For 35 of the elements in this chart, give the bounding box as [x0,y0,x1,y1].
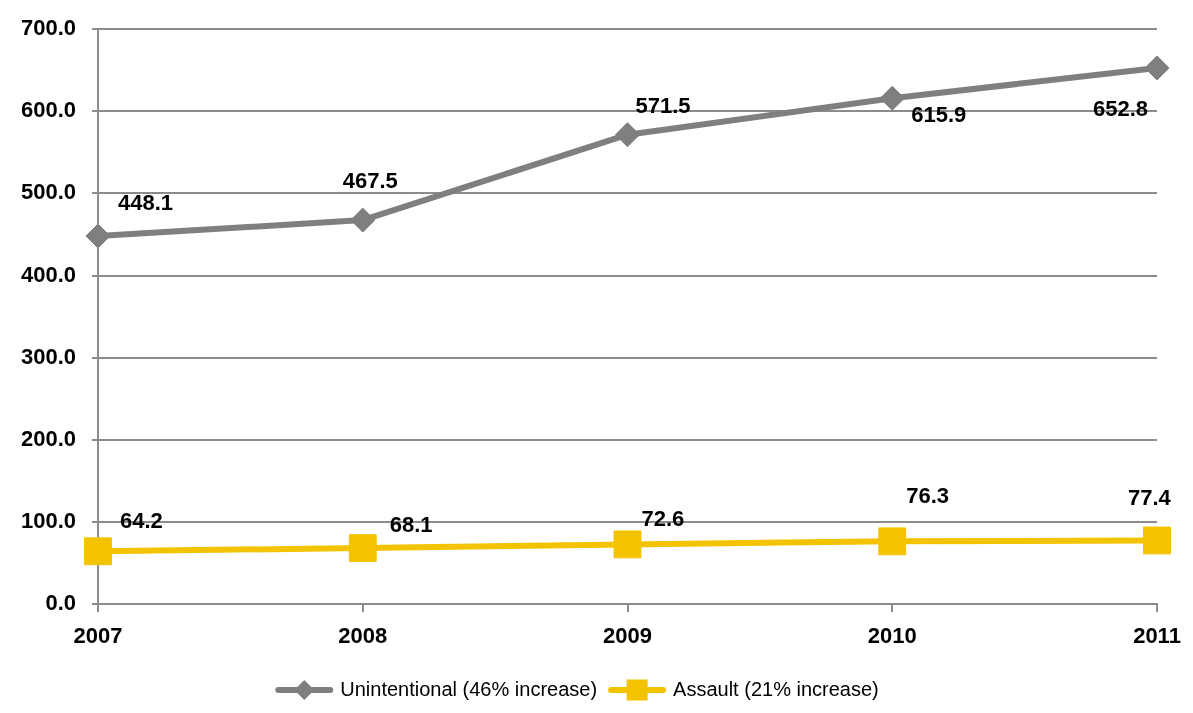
y-tick-label: 600.0 [20,97,76,123]
data-label: 76.3 [906,483,950,509]
point [84,537,112,566]
data-label: 652.8 [1093,96,1149,122]
x-tick-label: 2007 [73,623,123,649]
legend-label: Assault (21% increase) [673,677,879,700]
point [1143,526,1171,555]
data-label: 448.1 [118,190,174,216]
point [350,207,376,233]
x-tick-label: 2011 [1133,623,1181,649]
data-label: 77.4 [1128,484,1172,510]
y-tick-label: 400.0 [20,261,76,287]
y-tick-label: 500.0 [20,179,76,205]
y-tick-label: 100.0 [20,507,76,533]
point [878,527,907,556]
point [879,85,905,111]
point [348,534,377,563]
data-label: 64.2 [120,508,163,534]
point [615,122,640,148]
point [85,223,111,249]
point [1144,55,1170,81]
data-label: 571.5 [635,92,691,118]
point [613,530,642,559]
x-tick-label: 2009 [603,623,652,649]
y-tick-label: 700.0 [20,15,76,41]
data-label: 615.9 [911,102,967,128]
x-tick-label: 2008 [338,623,388,649]
y-tick-label: 300.0 [20,343,76,369]
data-label: 68.1 [389,512,433,538]
data-label: 467.5 [342,168,398,194]
y-tick-label: 0.0 [45,590,76,616]
x-tick-label: 2010 [867,623,917,649]
data-label: 72.6 [641,506,685,532]
legend-label: Unintentional (46% increase) [340,677,598,700]
y-tick-label: 200.0 [20,425,76,451]
